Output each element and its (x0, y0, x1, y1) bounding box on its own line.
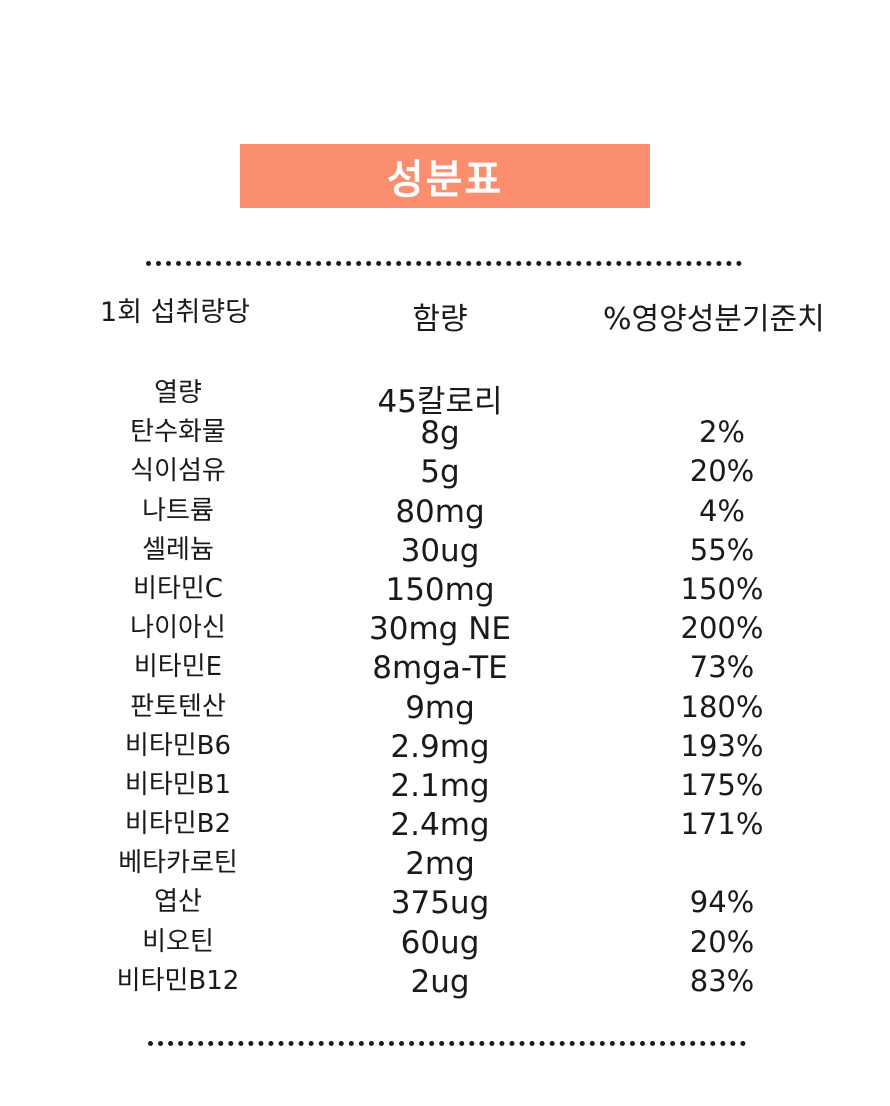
table-row: 비타민E 8mga-TE 73% (0, 646, 890, 687)
nutrient-name: 탄수화물 (130, 417, 226, 448)
nutrient-name: 비타민C (133, 573, 223, 604)
table-row: 비타민B1 2.1mg 175% (0, 764, 890, 804)
nutrient-name: 엽산 (154, 887, 202, 918)
nutrient-amount: 30mg NE (369, 611, 511, 648)
title-banner: 성분표 (240, 144, 650, 208)
nutrient-amount: 80mg (395, 493, 485, 530)
nutrient-daily-value: 73% (689, 650, 755, 685)
nutrient-name: 비타민B6 (124, 730, 232, 761)
nutrient-name: 비타민B2 (124, 809, 232, 840)
header-serving: 1회 섭취량당 (100, 297, 250, 328)
nutrient-amount: 60ug (400, 924, 480, 961)
table-row: 나트륨 80mg 4% (0, 490, 890, 530)
nutrient-name: 비오틴 (142, 926, 214, 957)
nutrient-amount: 375ug (390, 885, 490, 922)
nutrient-daily-value: 55% (689, 532, 755, 567)
nutrient-daily-value: 20% (689, 454, 755, 489)
nutrient-name: 판토텐산 (130, 691, 226, 722)
nutrient-amount: 30ug (400, 532, 480, 569)
page-title: 성분표 (386, 157, 504, 203)
nutrient-daily-value: 4% (698, 493, 745, 528)
nutrient-daily-value: 171% (680, 807, 764, 842)
nutrient-daily-value: 200% (680, 611, 764, 646)
table-row: 비타민C 150mg 150% (0, 568, 890, 608)
nutrient-amount: 5g (420, 454, 460, 491)
table-row: 식이섬유 5g 20% (0, 450, 890, 491)
nutrient-amount: 2.4mg (390, 807, 490, 844)
nutrient-amount: 8g (420, 415, 460, 452)
nutrient-amount: 9mg (405, 689, 475, 726)
table-row: 베타카로틴 2mg (0, 842, 890, 883)
nutrient-daily-value: 94% (689, 885, 755, 920)
nutrient-daily-value: 175% (680, 767, 764, 802)
table-row: 열량 45칼로리 (0, 372, 890, 420)
table-row: 비타민B2 2.4mg 171% (0, 803, 890, 844)
nutrient-name: 나이아신 (130, 613, 226, 644)
table-row: 엽산 375ug 94% (0, 881, 890, 922)
table-row: 나이아신 30mg NE 200% (0, 607, 890, 648)
table-row: 셀레늄 30ug 55% (0, 529, 890, 569)
nutrient-name: 나트륨 (142, 495, 214, 526)
nutrient-daily-value: 2% (698, 415, 745, 450)
top-dotted-divider (146, 261, 742, 266)
nutrient-daily-value: 20% (689, 924, 755, 959)
nutrient-daily-value: 83% (689, 963, 755, 998)
nutrient-name: 베타카로틴 (118, 848, 238, 879)
nutrient-amount: 45칼로리 (377, 384, 503, 420)
nutrient-name: 비타민B1 (124, 769, 232, 800)
nutrient-amount: 2.1mg (390, 767, 490, 804)
nutrient-name: 열량 (154, 378, 202, 408)
table-row: 비오틴 60ug 20% (0, 921, 890, 961)
table-row: 비타민B12 2ug 83% (0, 960, 890, 1000)
nutrient-name: 비타민B12 (116, 965, 240, 996)
bottom-dotted-divider (148, 1041, 746, 1046)
header-amount: 함량 (412, 302, 468, 337)
nutrient-daily-value: 180% (680, 689, 764, 724)
nutrient-amount: 150mg (385, 571, 495, 608)
nutrient-name: 셀레늄 (142, 534, 214, 565)
nutrient-amount: 2.9mg (390, 728, 490, 765)
nutrient-name: 식이섬유 (130, 456, 226, 487)
nutrient-daily-value: 150% (680, 571, 764, 606)
table-row: 비타민B6 2.9mg 193% (0, 725, 890, 765)
nutrient-amount: 8mga-TE (372, 650, 508, 687)
table-row: 판토텐산 9mg 180% (0, 686, 890, 726)
nutrient-name: 비타민E (133, 652, 223, 683)
nutrient-daily-value: 193% (680, 728, 764, 763)
header-daily-value: %영양성분기준치 (603, 302, 825, 337)
nutrient-amount: 2ug (410, 963, 470, 1000)
table-row: 탄수화물 8g 2% (0, 411, 890, 452)
nutrient-amount: 2mg (405, 846, 475, 883)
